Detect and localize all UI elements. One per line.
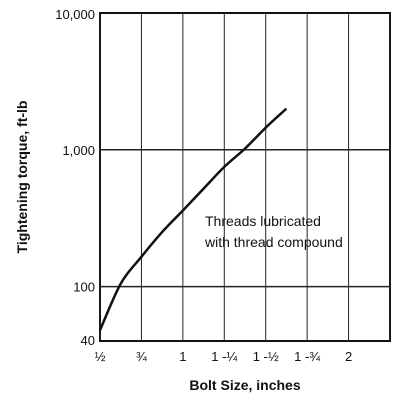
x-tick-label: 1 -¾ <box>294 349 320 364</box>
annotation-line-2: with thread compound <box>204 234 343 250</box>
y-tick-label: 40 <box>81 333 95 348</box>
x-tick-labels: ½ ¾ 1 1 -¼ 1 -½ 1 -¾ 2 <box>95 349 353 364</box>
x-tick-label: 1 <box>179 349 186 364</box>
annotation-line-1: Threads lubricated <box>205 213 321 229</box>
x-tick-label: ½ <box>95 349 106 364</box>
x-tick-label: 1 -¼ <box>211 349 237 364</box>
y-tick-labels: 40 100 1,000 10,000 <box>55 7 95 348</box>
y-tick-label: 10,000 <box>55 7 95 22</box>
x-tick-label: 2 <box>345 349 352 364</box>
x-tick-label: ¾ <box>136 349 147 364</box>
x-tick-label: 1 -½ <box>253 349 279 364</box>
x-gridlines <box>99 13 391 341</box>
y-tick-label: 100 <box>73 280 95 295</box>
plot-frame <box>99 12 391 342</box>
y-tick-label: 1,000 <box>62 143 95 158</box>
y-axis-label: Tightening torque, ft-lb <box>14 101 30 254</box>
torque-curve <box>98 107 288 331</box>
x-axis-label: Bolt Size, inches <box>189 377 300 393</box>
